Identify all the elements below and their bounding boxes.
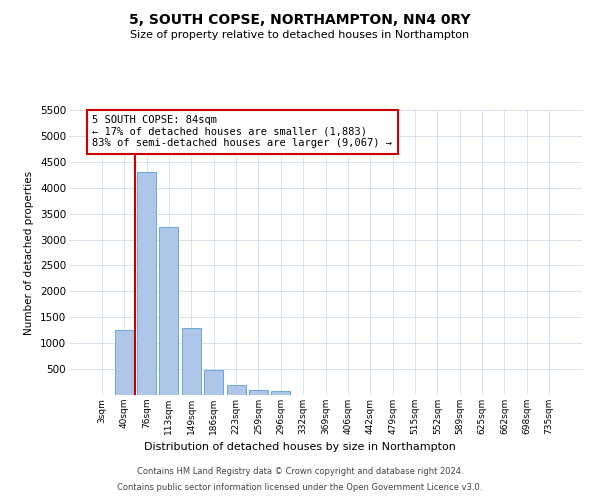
Text: 5, SOUTH COPSE, NORTHAMPTON, NN4 0RY: 5, SOUTH COPSE, NORTHAMPTON, NN4 0RY	[129, 12, 471, 26]
Bar	[271, 392, 290, 395]
Text: Size of property relative to detached houses in Northampton: Size of property relative to detached ho…	[130, 30, 470, 40]
Bar	[227, 384, 245, 395]
Text: 5 SOUTH COPSE: 84sqm
← 17% of detached houses are smaller (1,883)
83% of semi-de: 5 SOUTH COPSE: 84sqm ← 17% of detached h…	[92, 115, 392, 148]
Bar	[137, 172, 156, 395]
Bar	[204, 370, 223, 395]
Bar	[249, 390, 268, 395]
Y-axis label: Number of detached properties: Number of detached properties	[25, 170, 34, 334]
Bar	[182, 328, 201, 395]
Bar	[160, 226, 178, 395]
Text: Distribution of detached houses by size in Northampton: Distribution of detached houses by size …	[144, 442, 456, 452]
Text: Contains HM Land Registry data © Crown copyright and database right 2024.: Contains HM Land Registry data © Crown c…	[137, 467, 463, 476]
Bar	[115, 330, 134, 395]
Text: Contains public sector information licensed under the Open Government Licence v3: Contains public sector information licen…	[118, 484, 482, 492]
